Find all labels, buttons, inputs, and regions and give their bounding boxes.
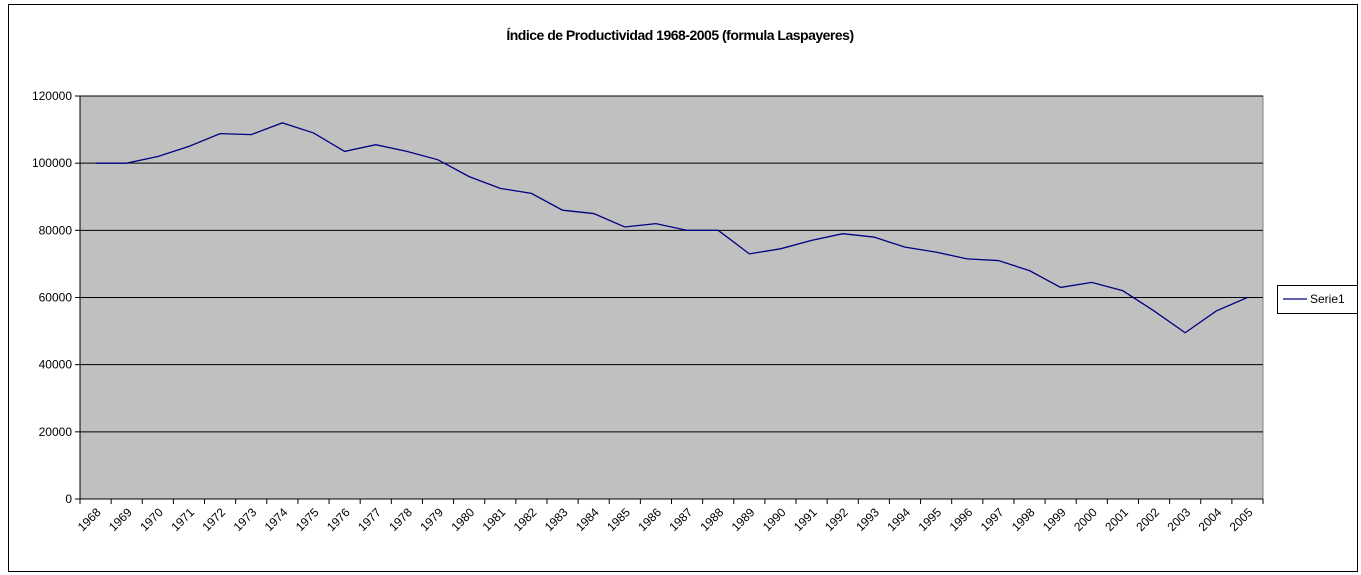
y-tick-label: 40000 [39, 358, 73, 372]
y-tick-label: 120000 [32, 89, 72, 103]
y-tick-label: 0 [65, 492, 72, 506]
y-tick-label: 20000 [39, 425, 73, 439]
y-tick-label: 100000 [32, 156, 72, 170]
chart-title: Índice de Productividad 1968-2005 (formu… [506, 27, 853, 43]
legend-label: Serie1 [1310, 292, 1345, 306]
y-tick-label: 60000 [39, 291, 73, 305]
y-tick-label: 80000 [39, 223, 73, 237]
series-line [95, 122, 1248, 334]
